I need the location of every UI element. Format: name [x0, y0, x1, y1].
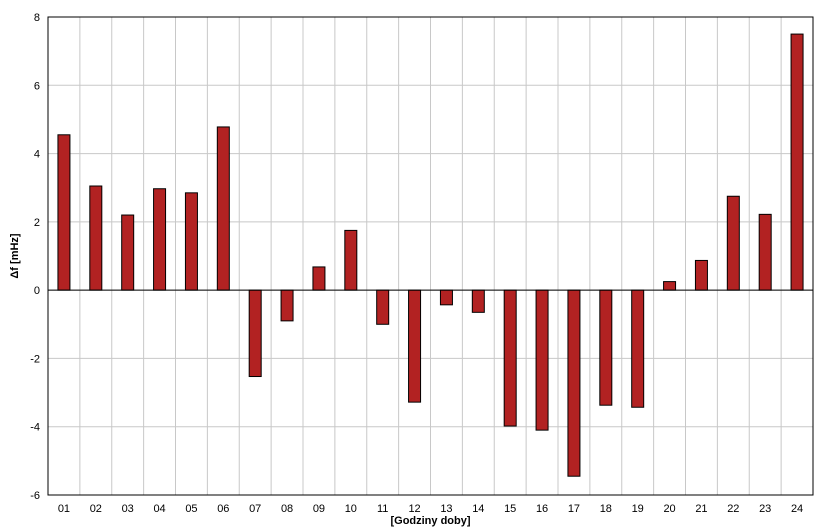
- x-axis-title: [Godziny doby]: [390, 515, 470, 527]
- x-tick-label: 02: [90, 503, 102, 515]
- bar-07: [248, 289, 262, 378]
- bar-21: [694, 259, 708, 291]
- y-tick-labels: -6 -4 -2 0 2 4 6 8: [30, 12, 40, 502]
- x-tick-label: 18: [600, 503, 612, 515]
- y-tick-label: -2: [30, 353, 40, 365]
- x-tick-label: 07: [249, 503, 261, 515]
- bar-11: [376, 289, 390, 325]
- x-tick-label: 12: [408, 503, 420, 515]
- x-tick-label: 01: [58, 503, 70, 515]
- bar-20: [663, 281, 677, 291]
- bar-02: [89, 185, 103, 291]
- bar-08: [280, 289, 294, 322]
- x-tick-label: 20: [663, 503, 675, 515]
- x-tick-label: 03: [122, 503, 134, 515]
- y-tick-label: 8: [34, 12, 40, 24]
- grid-lines: [48, 16, 813, 496]
- x-tick-label: 15: [504, 503, 516, 515]
- bar-19: [631, 289, 645, 408]
- bar-05: [184, 192, 198, 291]
- x-tick-label: 14: [472, 503, 484, 515]
- x-tick-label: 19: [632, 503, 644, 515]
- x-tick-label: 08: [281, 503, 293, 515]
- x-tick-label: 23: [759, 503, 771, 515]
- bar-22: [726, 195, 740, 291]
- bar-06: [216, 126, 230, 291]
- x-tick-label: 16: [536, 503, 548, 515]
- bar-16: [535, 289, 549, 431]
- bar-03: [121, 214, 135, 291]
- bar-10: [344, 229, 358, 291]
- bar-18: [599, 289, 613, 406]
- bar-17: [567, 289, 581, 477]
- y-tick-label: -6: [30, 490, 40, 502]
- y-axis-title: Δf [mHz]: [9, 233, 21, 279]
- x-tick-label: 17: [568, 503, 580, 515]
- bar-12: [408, 289, 422, 403]
- x-tick-label: 06: [217, 503, 229, 515]
- x-tick-label: 10: [345, 503, 357, 515]
- x-tick-label: 24: [791, 503, 803, 515]
- x-tick-label: 09: [313, 503, 325, 515]
- y-tick-label: 6: [34, 80, 40, 92]
- y-tick-label: -4: [30, 422, 40, 434]
- bar-24: [790, 33, 804, 291]
- x-tick-label: 21: [695, 503, 707, 515]
- bar-14: [471, 289, 485, 313]
- bar-23: [758, 213, 772, 291]
- y-tick-label: 4: [34, 149, 40, 161]
- x-tick-labels: 01 02 03 04 05 06 07 08 09 10 11 12 13 14 15 16 17 18 19 20…: [58, 503, 803, 515]
- bar-09: [312, 266, 326, 291]
- bar-series: [57, 33, 804, 477]
- x-tick-label: 04: [153, 503, 165, 515]
- bar-01: [57, 134, 71, 291]
- y-tick-label: 0: [34, 285, 40, 297]
- y-tick-label: 2: [34, 217, 40, 229]
- bar-04: [153, 188, 167, 291]
- bar-15: [503, 289, 517, 427]
- bar-13: [439, 289, 453, 306]
- plot-frame: [47, 16, 814, 496]
- x-tick-label: 22: [727, 503, 739, 515]
- x-tick-label: 13: [440, 503, 452, 515]
- x-tick-label: 11: [377, 503, 388, 515]
- x-tick-label: 05: [185, 503, 197, 515]
